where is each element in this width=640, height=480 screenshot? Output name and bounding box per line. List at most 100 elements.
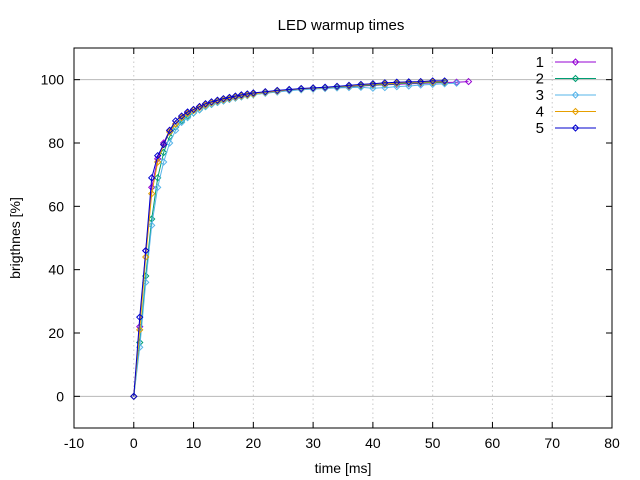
data-point	[321, 83, 329, 91]
legend-item: 5	[536, 120, 596, 137]
data-point	[171, 120, 180, 128]
data-point	[369, 80, 377, 88]
legend-label: 2	[536, 71, 544, 88]
legend-label: 5	[536, 120, 544, 137]
axis-ticks: -10 0 10 20 30 40 50 60 70 80 0 20 40 60 80 100	[41, 48, 620, 451]
series-line	[133, 81, 445, 397]
series-line	[133, 81, 469, 397]
data-point	[357, 80, 365, 89]
legend-item: 3	[536, 87, 596, 104]
y-tick-label: 100	[41, 72, 65, 88]
data-point	[142, 253, 150, 261]
data-point	[369, 84, 377, 92]
x-tick-label: 10	[186, 435, 202, 451]
data-point	[130, 392, 138, 401]
data-point	[148, 189, 156, 198]
y-tick-label: 40	[48, 262, 64, 278]
data-point	[261, 87, 269, 96]
legend-item: 1	[536, 54, 596, 71]
data-point	[213, 96, 222, 104]
data-point	[297, 84, 305, 93]
data-point	[159, 140, 168, 149]
data-point	[207, 98, 216, 106]
data-point	[440, 77, 449, 85]
data-point	[381, 79, 389, 87]
legend-label: 3	[536, 87, 544, 104]
data-point	[464, 77, 473, 86]
data-point	[171, 126, 180, 135]
legend-marker	[571, 91, 580, 99]
x-tick-label: 50	[425, 435, 441, 451]
data-point	[225, 93, 234, 102]
series-layer	[130, 77, 473, 401]
data-point	[183, 113, 192, 122]
gridlines	[74, 48, 612, 428]
data-point	[136, 313, 144, 321]
data-point	[243, 90, 252, 98]
data-point	[428, 77, 437, 85]
data-point	[153, 151, 162, 160]
data-point	[273, 86, 281, 95]
x-tick-label: -10	[64, 435, 84, 451]
data-point	[148, 174, 156, 182]
series-3	[130, 79, 461, 401]
data-point	[165, 126, 174, 135]
series-1	[130, 77, 473, 401]
legend-item: 4	[536, 104, 596, 121]
y-tick-label: 0	[56, 388, 64, 404]
y-tick-label: 80	[48, 135, 64, 151]
x-tick-label: 70	[544, 435, 560, 451]
data-point	[405, 82, 413, 90]
y-tick-label: 60	[48, 198, 64, 214]
legend-item: 2	[536, 71, 596, 88]
data-point	[237, 91, 246, 99]
data-point	[177, 112, 186, 120]
data-point	[333, 82, 341, 91]
data-point	[153, 158, 162, 166]
legend-label: 1	[536, 54, 544, 71]
data-point	[381, 83, 389, 92]
data-point	[142, 246, 150, 255]
y-axis-label: brigthnes [%]	[7, 197, 23, 279]
legend-marker	[571, 58, 580, 66]
data-point	[417, 81, 425, 89]
data-point	[159, 158, 168, 166]
data-point	[231, 92, 240, 100]
data-point	[189, 105, 198, 114]
series-line	[133, 82, 457, 397]
legend-marker	[571, 74, 580, 83]
x-tick-label: 30	[305, 435, 321, 451]
legend-marker	[571, 124, 580, 132]
data-point	[183, 108, 192, 116]
plot-frame	[73, 47, 613, 429]
data-point	[148, 221, 156, 230]
data-point	[201, 100, 210, 108]
x-tick-label: 0	[130, 435, 138, 451]
data-point	[195, 103, 204, 112]
data-point	[393, 82, 401, 91]
data-point	[285, 85, 293, 94]
series-line	[133, 80, 445, 397]
data-point	[171, 117, 180, 125]
data-point	[309, 84, 317, 92]
series-5	[130, 77, 449, 401]
data-point	[136, 326, 144, 334]
data-point	[165, 139, 174, 147]
x-tick-label: 60	[485, 435, 501, 451]
data-point	[195, 102, 204, 111]
data-point	[249, 89, 258, 97]
data-point	[405, 78, 413, 86]
x-tick-label: 20	[246, 435, 262, 451]
data-point	[189, 106, 198, 115]
x-axis-label: time [ms]	[315, 460, 372, 476]
data-point	[177, 118, 186, 127]
x-tick-label: 80	[604, 435, 620, 451]
data-point	[153, 183, 162, 192]
legend-marker	[571, 107, 580, 116]
data-point	[201, 101, 210, 109]
data-point	[452, 79, 461, 87]
y-tick-label: 20	[48, 325, 64, 341]
data-point	[219, 94, 228, 103]
